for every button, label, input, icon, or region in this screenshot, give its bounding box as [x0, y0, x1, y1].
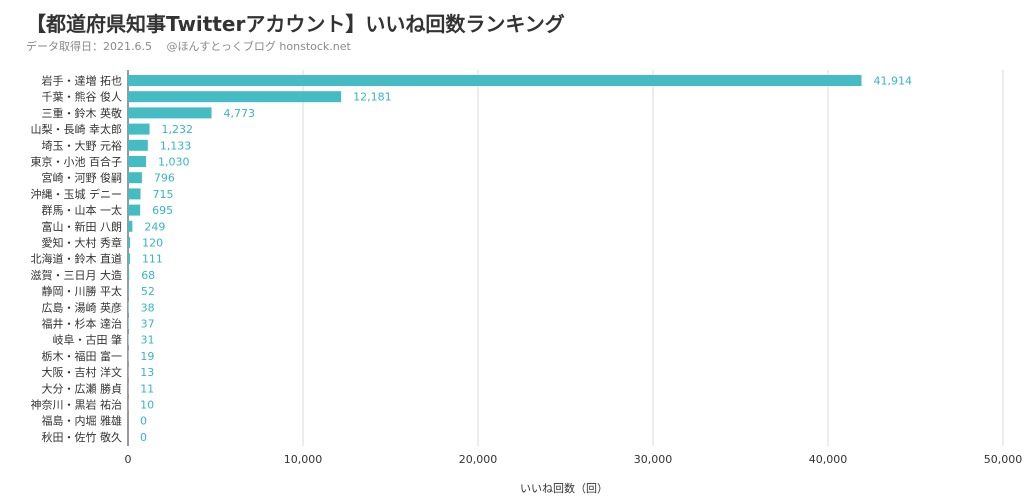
value-label: 0: [140, 415, 147, 428]
bar: [128, 253, 130, 265]
value-label: 13: [140, 366, 154, 379]
bar: [128, 107, 212, 119]
x-tick-labels: 0 10,000 20,000 30,000 40,000 50,000: [125, 453, 1023, 466]
category-label: 山梨・長崎 幸太郎: [31, 122, 123, 136]
value-label: 111: [142, 253, 163, 266]
category-label: 広島・湯崎 英彦: [42, 300, 123, 314]
x-tick-label: 30,000: [634, 453, 673, 466]
category-label: 栃木・福田 富一: [42, 349, 123, 363]
value-label: 1,133: [160, 139, 192, 152]
bar: [128, 301, 129, 313]
category-label: 埼玉・大野 元裕: [42, 138, 123, 152]
bars: [128, 75, 862, 410]
x-tick-label: 50,000: [984, 453, 1023, 466]
category-label: 滋賀・三日月 大造: [31, 268, 123, 282]
bar: [128, 91, 342, 103]
category-label: 大阪・吉村 洋文: [42, 365, 123, 379]
value-label: 19: [140, 350, 154, 363]
value-label: 715: [153, 188, 174, 201]
x-axis-label: いいね回数（回）: [520, 482, 608, 495]
category-label: 北海道・鈴木 直道: [31, 252, 123, 266]
value-label: 38: [141, 301, 155, 314]
x-tick-label: 20,000: [459, 453, 498, 466]
bar: [128, 139, 148, 151]
bar: [128, 204, 141, 216]
gridlines: [127, 70, 1004, 446]
value-label: 37: [141, 318, 155, 331]
category-label: 群馬・山本 一太: [42, 203, 123, 217]
category-label: 東京・小池 百合子: [31, 155, 123, 169]
bar: [128, 318, 129, 329]
value-label: 120: [142, 237, 163, 250]
category-label: 福島・内堀 雅雄: [42, 414, 123, 428]
category-label: 静岡・川勝 平太: [42, 284, 123, 298]
chart-title: 【都道府県知事Twitterアカウント】いいね回数ランキング: [26, 12, 565, 36]
value-label: 10: [140, 399, 154, 412]
category-label: 千葉・熊谷 俊人: [42, 90, 123, 104]
category-label: 岩手・達増 拓也: [42, 74, 123, 88]
bar: [128, 156, 147, 167]
value-label: 249: [144, 220, 165, 233]
bar: [128, 220, 133, 232]
value-label: 41,914: [873, 75, 912, 88]
x-tick-label: 0: [125, 453, 132, 466]
chart-subtitle: データ取得日：2021.6.5 @ほんすとっくブログ honstock.net: [26, 40, 351, 53]
bar: [128, 123, 150, 135]
category-label: 岐阜・古田 肇: [53, 333, 123, 347]
x-tick-label: 10,000: [284, 453, 323, 466]
x-tick-label: 40,000: [809, 453, 848, 466]
bar: [128, 188, 141, 200]
value-label: 796: [154, 172, 175, 185]
value-label: 695: [152, 204, 173, 217]
value-label: 68: [141, 269, 155, 282]
value-label: 1,030: [158, 156, 190, 169]
bar: [128, 172, 142, 184]
bar: [128, 269, 130, 281]
bar: [128, 285, 129, 297]
value-labels: 41,914 12,181 4,773 1,232 1,133 1,030 796 715 69…: [140, 75, 912, 444]
category-label: 大分・広瀬 勝貞: [42, 381, 123, 395]
category-label: 三重・鈴木 英敬: [42, 106, 123, 120]
category-label: 宮崎・河野 俊嗣: [42, 171, 123, 185]
bar: [128, 237, 131, 248]
value-label: 1,232: [162, 123, 194, 136]
value-label: 31: [141, 334, 155, 347]
category-label: 富山・新田 八朗: [42, 219, 123, 233]
category-label: 沖縄・玉城 デニー: [31, 187, 123, 201]
value-label: 4,773: [224, 107, 256, 120]
category-label: 愛知・大村 秀章: [42, 236, 123, 250]
value-label: 12,181: [353, 91, 392, 104]
category-label: 秋田・佐竹 敬久: [42, 430, 123, 444]
value-label: 0: [140, 431, 147, 444]
value-label: 52: [141, 285, 155, 298]
category-label: 福井・杉本 達治: [42, 317, 123, 331]
bar: [128, 75, 862, 86]
value-label: 11: [140, 382, 154, 395]
category-label: 神奈川・黒岩 祐治: [31, 398, 123, 412]
bar: [128, 334, 129, 346]
